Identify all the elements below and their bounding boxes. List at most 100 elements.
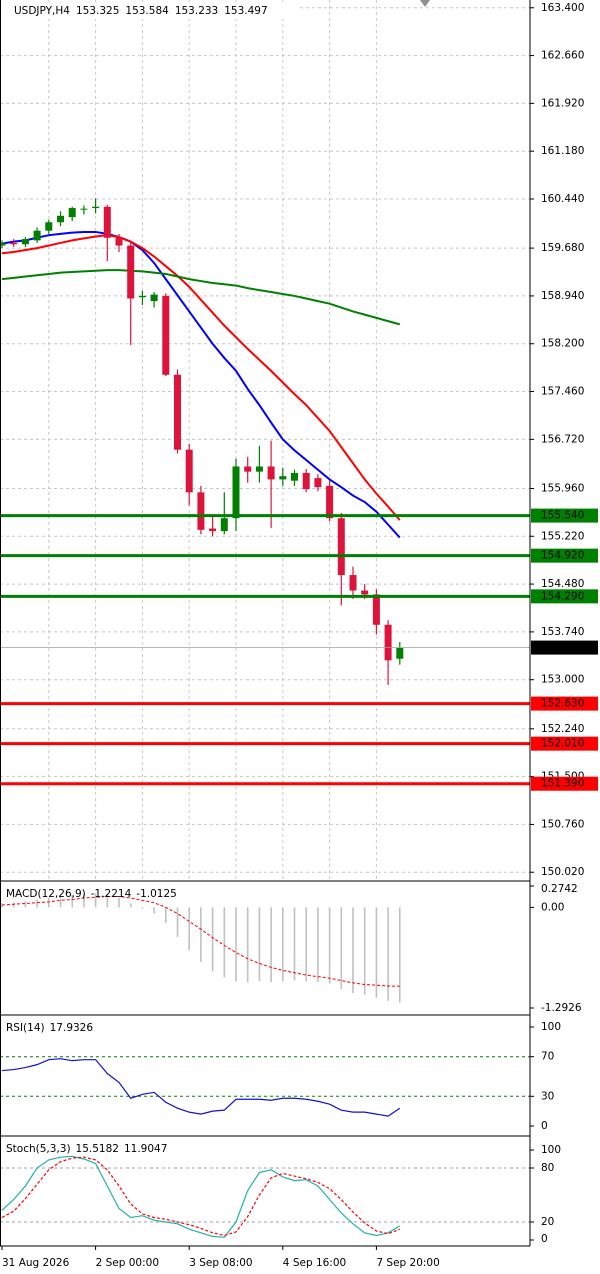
y-tick-label: 161.920 bbox=[541, 97, 584, 109]
candle-body bbox=[349, 575, 357, 591]
x-tick-label: 31 Aug 2026 bbox=[2, 1257, 70, 1269]
y-tick-label: 70 bbox=[541, 1051, 554, 1063]
y-tick-label: 159.680 bbox=[541, 242, 584, 254]
candle-body bbox=[0, 242, 6, 246]
candle-body bbox=[174, 374, 181, 450]
indicator-value: -1.0125 bbox=[136, 888, 177, 900]
indicator-name: MACD(12,26,9) bbox=[6, 888, 86, 900]
indicator-value: 15.5182 bbox=[76, 1143, 119, 1155]
y-tick-label: 163.400 bbox=[541, 2, 584, 14]
y-tick-label: 153.000 bbox=[541, 674, 584, 686]
y-tick-label: 30 bbox=[541, 1090, 554, 1102]
y-tick-label: 162.660 bbox=[541, 50, 584, 62]
y-tick-label: 161.180 bbox=[541, 145, 584, 157]
indicator-name: Stoch(5,3,3) bbox=[6, 1143, 71, 1155]
candle-body bbox=[244, 466, 252, 472]
x-tick-label: 3 Sep 08:00 bbox=[189, 1257, 252, 1269]
ohlc-value: 153.325 bbox=[76, 5, 119, 17]
candle-body bbox=[162, 295, 170, 375]
candle-body bbox=[279, 476, 287, 480]
candle-body bbox=[255, 466, 263, 472]
header-bg bbox=[2, 2, 297, 19]
candle-body bbox=[92, 206, 100, 209]
y-tick-label: 0.00 bbox=[541, 901, 564, 913]
indicator-title: Stoch(5,3,3) 15.5182 11.9047 bbox=[6, 1143, 167, 1155]
indicator-line bbox=[1, 1156, 401, 1237]
candle-body bbox=[115, 237, 123, 246]
level-label: 152.010 bbox=[541, 738, 584, 750]
candle-body bbox=[314, 478, 322, 488]
candle-body bbox=[384, 624, 392, 661]
x-tick-label: 2 Sep 00:00 bbox=[96, 1257, 159, 1269]
y-tick-label: 0.2742 bbox=[541, 883, 578, 895]
level-label-box bbox=[531, 736, 598, 751]
indicator-title: RSI(14) 17.9326 bbox=[6, 1022, 93, 1034]
candle-body bbox=[45, 222, 53, 231]
candle-body bbox=[185, 449, 193, 493]
candle-body bbox=[220, 518, 228, 532]
ohlc-value: 153.497 bbox=[224, 5, 267, 17]
candle-body bbox=[302, 472, 310, 490]
candle-body bbox=[372, 594, 380, 625]
candle-body bbox=[33, 230, 41, 241]
y-tick-label: 154.480 bbox=[541, 578, 584, 590]
y-tick-label: 157.460 bbox=[541, 386, 584, 398]
y-tick-label: 100 bbox=[541, 1144, 561, 1156]
level-label: 154.290 bbox=[541, 590, 584, 602]
y-tick-label: 20 bbox=[541, 1216, 554, 1228]
candle-body bbox=[337, 518, 345, 576]
indicator-line bbox=[1, 1058, 401, 1117]
y-tick-label: 152.240 bbox=[541, 723, 584, 735]
y-tick-label: 0 bbox=[541, 1120, 548, 1132]
level-label: 151.390 bbox=[541, 778, 584, 790]
candle-body bbox=[150, 294, 158, 302]
y-tick-label: 80 bbox=[541, 1162, 554, 1174]
y-tick-label: -1.2926 bbox=[541, 1002, 582, 1014]
level-label-box bbox=[531, 508, 598, 523]
x-tick-label: 7 Sep 20:00 bbox=[376, 1257, 439, 1269]
shift-marker bbox=[420, 0, 430, 7]
level-label-box bbox=[531, 548, 598, 563]
symbol: USDJPY,H4 bbox=[14, 5, 70, 17]
current-price-box bbox=[531, 640, 598, 655]
level-label: 155.540 bbox=[541, 510, 584, 522]
candle-body bbox=[103, 206, 111, 238]
y-tick-label: 150.760 bbox=[541, 818, 584, 830]
candle-body bbox=[291, 472, 298, 481]
candle-body bbox=[197, 492, 205, 530]
level-label: 152.630 bbox=[541, 698, 584, 710]
candle-body bbox=[138, 295, 146, 298]
candle-body bbox=[21, 239, 29, 245]
candle-body bbox=[57, 215, 64, 223]
ohlc-value: 153.584 bbox=[125, 5, 169, 17]
y-tick-label: 155.960 bbox=[541, 482, 584, 494]
indicator-line bbox=[1, 1155, 401, 1238]
current-price-label: 153.497 bbox=[541, 642, 584, 654]
candle-body bbox=[267, 466, 275, 480]
candle-body bbox=[127, 245, 135, 299]
candle-body bbox=[80, 208, 88, 210]
y-tick-label: 158.940 bbox=[541, 290, 584, 302]
candle-body bbox=[361, 590, 369, 595]
y-tick-label: 155.220 bbox=[541, 530, 584, 542]
indicator-value: -1.2214 bbox=[91, 888, 132, 900]
indicator-name: RSI(14) bbox=[6, 1022, 45, 1034]
candle-body bbox=[68, 208, 76, 218]
candle-body bbox=[209, 528, 217, 532]
ohlc-value: 153.233 bbox=[175, 5, 218, 17]
moving-average bbox=[1, 234, 401, 521]
moving-average bbox=[1, 269, 401, 326]
level-label-box bbox=[531, 589, 598, 604]
level-label-box bbox=[531, 776, 598, 791]
candle-body bbox=[326, 485, 334, 519]
candle-body bbox=[232, 466, 240, 519]
candle-body bbox=[396, 647, 404, 659]
y-tick-label: 156.720 bbox=[541, 433, 584, 445]
level-label: 154.920 bbox=[541, 550, 584, 562]
indicator-title: MACD(12,26,9) -1.2214 -1.0125 bbox=[6, 888, 177, 900]
level-label-box bbox=[531, 696, 598, 711]
y-tick-label: 150.020 bbox=[541, 866, 584, 878]
indicator-value: 17.9326 bbox=[50, 1022, 94, 1034]
